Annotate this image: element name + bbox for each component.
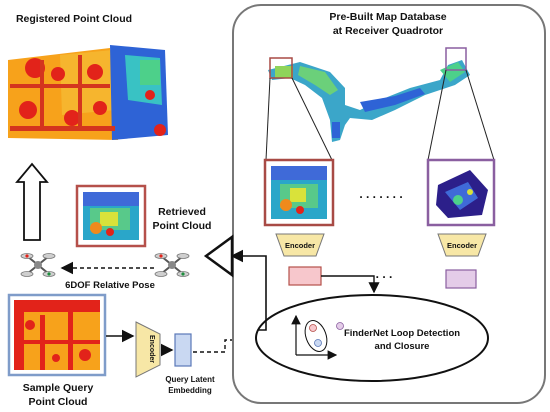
- encoder-db-left-label: Encoder: [285, 241, 315, 250]
- findernet-label-line1: FinderNet Loop Detection: [344, 328, 460, 339]
- prebuilt-map: [268, 60, 470, 142]
- sample-label-line2: Point Cloud: [29, 396, 88, 408]
- up-arrow: [15, 162, 49, 241]
- sample-label-line1: Sample Query: [23, 382, 94, 394]
- latent-space-plot: [291, 314, 344, 360]
- findernet-to-retrieved-line: [230, 249, 267, 331]
- big-retrieval-arrowhead: [203, 234, 234, 278]
- query-latent-embedding: [174, 333, 192, 367]
- retrieved-label-line1: Retrieved: [158, 206, 206, 218]
- sample-query-point-cloud: [7, 293, 107, 377]
- encoder-db-right-label: Encoder: [447, 241, 477, 250]
- drone-icon-right: [154, 253, 190, 277]
- encoder-query-label: Encoder: [148, 335, 155, 363]
- query-latent-label-line2: Embedding: [168, 386, 212, 395]
- database-latent-right: [445, 269, 477, 289]
- database-point-cloud-left: [263, 158, 335, 227]
- retrieved-point-cloud: [75, 184, 147, 248]
- map-highlight-left: [269, 57, 293, 79]
- database-title-line2: at Receiver Quadrotor: [333, 25, 443, 37]
- database-title-line1: Pre-Built Map Database: [329, 11, 446, 23]
- relative-pose-label: 6DOF Relative Pose: [65, 280, 155, 291]
- ellipsis-lower: . . .: [376, 267, 393, 281]
- db-latent-to-findernet-arrow: [321, 275, 380, 294]
- zoom-line: [291, 77, 333, 161]
- database-encoder-left: [275, 233, 325, 257]
- query-latent-label-line1: Query Latent: [165, 375, 215, 384]
- findernet-label-line2: and Closure: [375, 341, 430, 352]
- retrieved-label-line2: Point Cloud: [153, 220, 212, 232]
- query-encoder: [135, 321, 161, 378]
- registered-point-cloud: [5, 40, 175, 145]
- drone-icon-left: [20, 253, 56, 277]
- zoom-line: [465, 69, 495, 161]
- ellipsis-upper: . . . . . . .: [359, 187, 402, 201]
- database-point-cloud-right: [426, 158, 496, 227]
- map-highlight-right: [445, 47, 467, 71]
- database-latent-left: [288, 266, 322, 286]
- database-encoder-right: [437, 233, 487, 257]
- zoom-line: [265, 77, 271, 161]
- latent-to-findernet-arrow: [193, 334, 260, 353]
- zoom-line: [427, 69, 447, 161]
- registered-label: Registered Point Cloud: [16, 13, 132, 25]
- findernet-ellipse: [255, 294, 489, 382]
